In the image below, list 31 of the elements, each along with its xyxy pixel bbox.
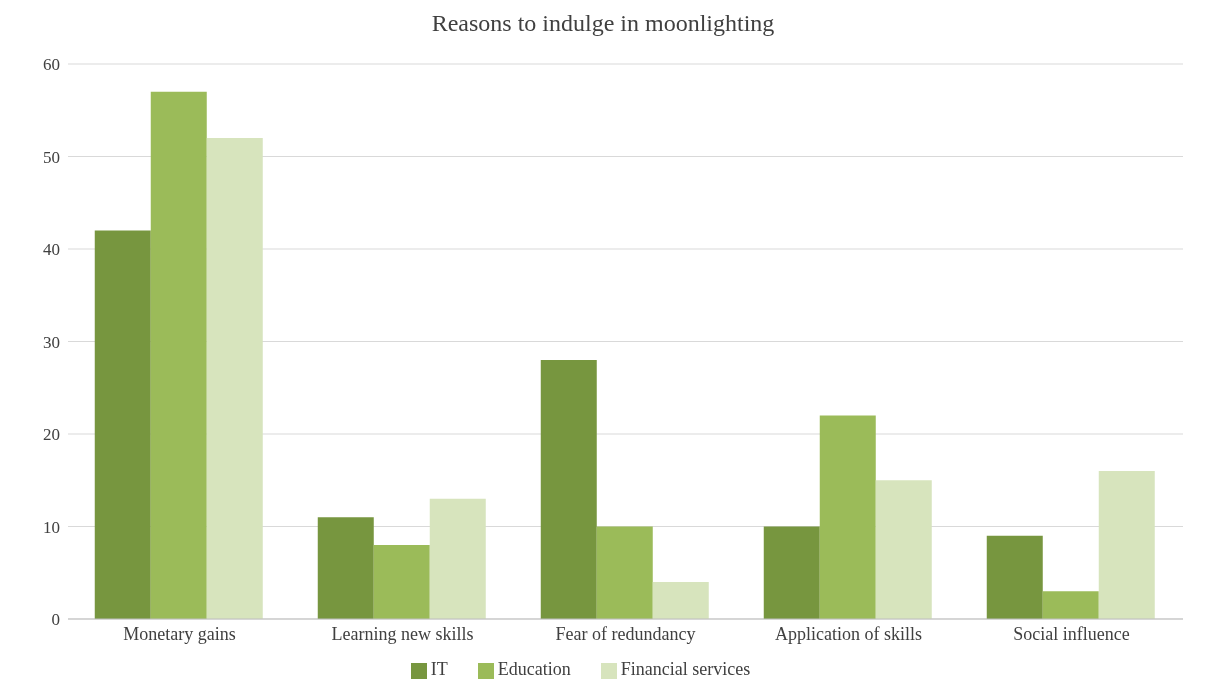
- x-tick-label: Monetary gains: [123, 623, 236, 644]
- bar: [429, 498, 486, 619]
- y-tick-label: 30: [43, 332, 60, 352]
- bar: [986, 535, 1043, 619]
- legend-label: IT: [430, 659, 448, 679]
- bar: [596, 526, 653, 619]
- bar: [1098, 471, 1155, 619]
- bar: [150, 91, 207, 619]
- x-tick-label: Fear of redundancy: [555, 623, 696, 644]
- y-tick-label: 40: [43, 240, 60, 260]
- chart-title: Reasons to indulge in moonlighting: [430, 9, 776, 38]
- y-tick-label: 60: [43, 55, 60, 75]
- bar: [875, 480, 932, 619]
- x-tick-label: Learning new skills: [331, 623, 474, 644]
- y-tick-label: 0: [51, 610, 60, 630]
- bar: [317, 517, 374, 619]
- x-tick-label: Social influence: [1013, 623, 1130, 644]
- y-tick-label: 20: [43, 425, 60, 445]
- x-tick-label: Application of skills: [775, 623, 922, 644]
- bar: [1042, 591, 1099, 619]
- bar: [373, 545, 430, 619]
- y-tick-label: 10: [43, 517, 60, 537]
- legend-label: Education: [497, 659, 571, 679]
- bar: [94, 230, 151, 619]
- y-tick-label: 50: [43, 147, 60, 167]
- bar: [540, 360, 597, 619]
- bar: [652, 582, 709, 619]
- legend-label: Financial services: [620, 659, 751, 679]
- bar: [819, 415, 876, 619]
- bar: [763, 526, 820, 619]
- bar: [206, 138, 263, 619]
